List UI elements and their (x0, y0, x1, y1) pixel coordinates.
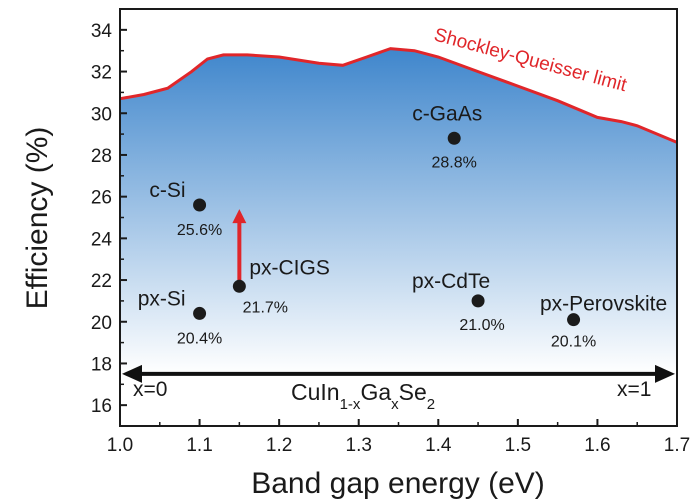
data-point (567, 313, 581, 327)
range-left-arrowhead (122, 364, 142, 383)
x-tick-label: 1.4 (425, 435, 452, 456)
x-tick-label: 1.7 (664, 435, 690, 456)
improvement-arrow-head (232, 209, 247, 224)
y-tick-label: 16 (91, 396, 112, 417)
y-tick-label: 20 (91, 313, 112, 334)
range-group: x=0 x=1 CuIn1-xGaxSe2 (122, 364, 675, 413)
y-tick-label: 24 (91, 229, 113, 250)
x-axis: 1.0 1.1 1.2 1.3 1.4 1.5 1.6 1.7 (107, 419, 690, 456)
point-label: px-CIGS (249, 256, 330, 279)
y-axis: 16 18 20 22 24 26 28 30 32 34 (91, 8, 127, 417)
point-value-label: 21.7% (243, 299, 288, 316)
point-value-label: 28.8% (432, 154, 477, 171)
x-tick-label: 1.2 (266, 435, 292, 456)
y-tick-label: 28 (91, 146, 112, 167)
x-tick-label: 1.0 (107, 435, 133, 456)
sq-limit-curve (119, 47, 678, 144)
arrow-group (232, 209, 247, 283)
data-point (193, 198, 207, 212)
x-axis-title: Band gap energy (eV) (251, 467, 545, 500)
y-axis-title: Efficiency (%) (21, 127, 54, 310)
x-tick-label: 1.3 (346, 435, 372, 456)
point-value-label: 25.6% (177, 222, 222, 239)
y-tick-label: 26 (91, 188, 112, 209)
point-value-label: 20.4% (177, 330, 222, 347)
y-tick-label: 32 (91, 63, 112, 84)
data-point (193, 306, 207, 320)
y-tick-label: 34 (91, 21, 113, 42)
sq-limit-area (120, 48, 677, 374)
range-right-label: x=1 (617, 378, 651, 401)
point-value-label: 21.0% (459, 317, 504, 334)
data-point (471, 294, 485, 308)
point-label: px-CdTe (412, 270, 490, 293)
point-value-label: 20.1% (551, 334, 596, 351)
point-label: px-Si (138, 287, 186, 310)
range-left-label: x=0 (133, 378, 167, 401)
points-group: c-Si 25.6% px-Si 20.4% px-CIGS 21.7% c-GaAs 28.… (138, 102, 667, 350)
point-label: c-Si (149, 179, 185, 202)
x-tick-label: 1.5 (505, 435, 531, 456)
y-tick-label: 22 (91, 271, 112, 292)
x-tick-label: 1.6 (584, 435, 610, 456)
data-point (232, 279, 246, 293)
y-tick-label: 30 (91, 104, 112, 125)
point-label: c-GaAs (412, 102, 482, 125)
point-label: px-Perovskite (540, 293, 667, 316)
x-tick-label: 1.1 (186, 435, 212, 456)
data-point (447, 131, 461, 145)
range-right-arrowhead (655, 364, 675, 383)
range-formula: CuIn1-xGaxSe2 (291, 379, 435, 413)
y-tick-label: 18 (91, 354, 112, 375)
